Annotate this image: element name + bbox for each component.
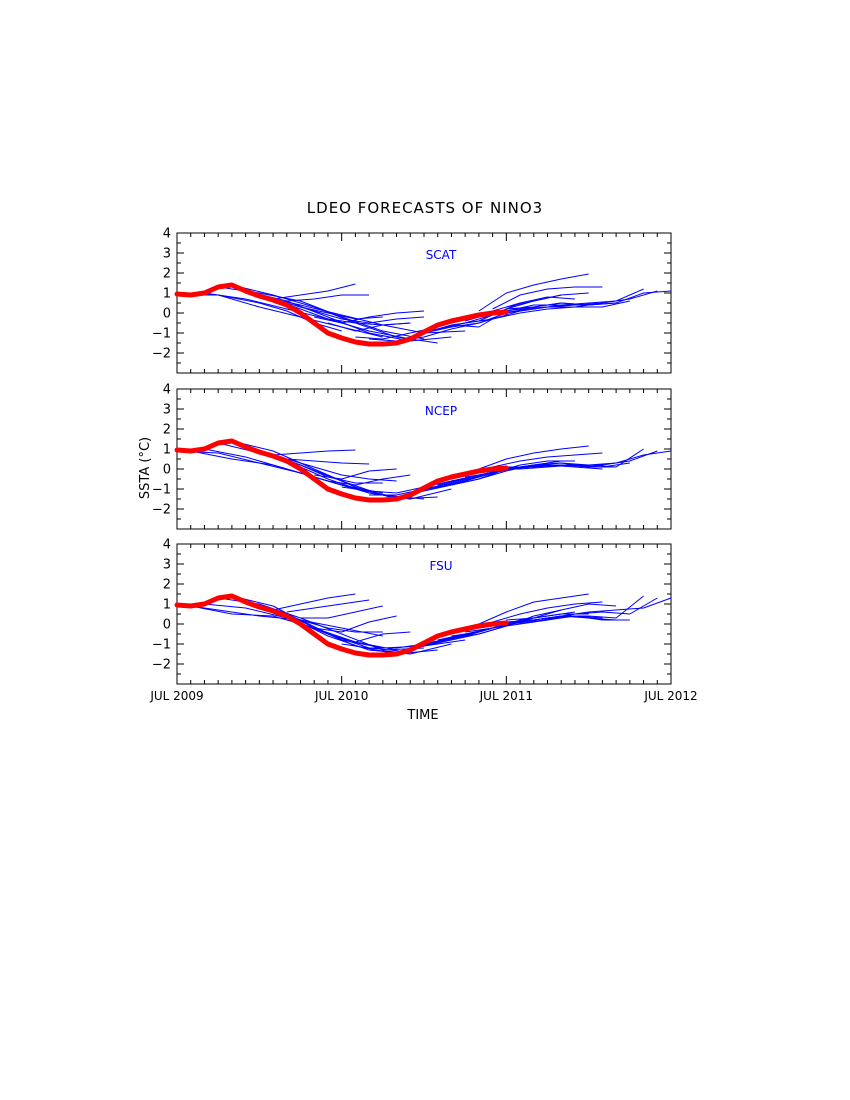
observed-line [174, 282, 509, 347]
y-tick-label: 2 [163, 267, 171, 282]
x-tick-label: JUL 2012 [643, 689, 697, 703]
y-tick-label: −2 [152, 347, 171, 362]
panels: −2 −1 0 1 2 3 4 SCAT −2 −1 0 1 2 3 4 NCEP −2 −1 0 1 2 3 4 FSU [152, 227, 672, 685]
panel-label: NCEP [425, 404, 457, 418]
forecast-line [286, 294, 370, 302]
y-tick-label: −1 [152, 327, 171, 342]
y-tick-label: 4 [163, 383, 171, 398]
y-tick-label: 0 [163, 307, 171, 322]
forecast-line [286, 458, 370, 465]
y-tick-label: 0 [163, 618, 171, 633]
chart-title: LDEO FORECASTS OF NINO3 [307, 199, 543, 217]
x-tick-label: JUL 2011 [479, 689, 533, 703]
y-tick-label: −2 [152, 503, 171, 518]
forecast-line [286, 302, 425, 324]
forecast-line [327, 631, 411, 643]
forecast-line [314, 468, 397, 480]
forecast-line [272, 298, 411, 326]
x-tick-label: JUL 2010 [314, 689, 368, 703]
y-axis-label-text: SSTA (°C) [138, 437, 153, 499]
forecast-line [327, 322, 411, 332]
forecast-line [245, 290, 452, 342]
y-tick-label: 3 [163, 558, 171, 573]
forecast-line [492, 452, 603, 468]
y-tick-label: 2 [163, 423, 171, 438]
panel-fsu: −2 −1 0 1 2 3 4 FSU [152, 538, 672, 685]
y-tick-label: 3 [163, 247, 171, 262]
forecast-line [314, 310, 425, 324]
forecast-line [478, 273, 589, 312]
y-tick-label: −1 [152, 638, 171, 653]
panel-scat: −2 −1 0 1 2 3 4 SCAT [152, 227, 672, 374]
forecast-line [506, 603, 617, 621]
forecast-line [314, 615, 397, 633]
forecast-line [492, 601, 603, 623]
forecast-line [506, 450, 672, 468]
observed-line [174, 438, 509, 503]
y-tick-label: 2 [163, 578, 171, 593]
y-tick-label: −1 [152, 483, 171, 498]
forecast-line [478, 593, 589, 625]
y-tick-label: 1 [163, 443, 171, 458]
y-tick-label: 3 [163, 403, 171, 418]
forecast-line [300, 605, 383, 619]
y-axis-label: SSTA (°C) [138, 437, 153, 499]
forecast-line [273, 283, 356, 300]
forecast-line [506, 290, 672, 310]
forecast-line [286, 599, 370, 613]
panel-label: SCAT [426, 248, 457, 262]
y-tick-label: 1 [163, 598, 171, 613]
forecast-line [300, 306, 383, 320]
x-tick-label: JUL 2009 [149, 689, 203, 703]
forecast-line [492, 290, 658, 314]
forecast-line [506, 292, 589, 308]
forecast-line [272, 593, 356, 611]
panel-frame [176, 543, 672, 685]
forecast-line [259, 295, 466, 334]
forecast-line [204, 292, 411, 340]
y-tick-label: 4 [163, 538, 171, 553]
forecast-line [396, 609, 562, 653]
y-tick-label: −2 [152, 658, 171, 673]
forecast-line [478, 445, 589, 470]
y-tick-label: 1 [163, 287, 171, 302]
y-tick-label: 4 [163, 227, 171, 242]
forecast-line [506, 597, 672, 623]
y-tick-label: 0 [163, 463, 171, 478]
panel-ncep: −2 −1 0 1 2 3 4 NCEP [152, 383, 672, 530]
forecast-line [492, 286, 603, 310]
forecast-line [492, 597, 658, 625]
observed-line [174, 593, 509, 658]
forecast-line [327, 474, 411, 486]
panel-label: FSU [429, 559, 452, 573]
x-axis-label: TIME [406, 708, 438, 723]
forecast-line [273, 449, 356, 456]
x-tick-labels: JUL 2009 JUL 2010 JUL 2011 JUL 2012 [149, 689, 697, 703]
